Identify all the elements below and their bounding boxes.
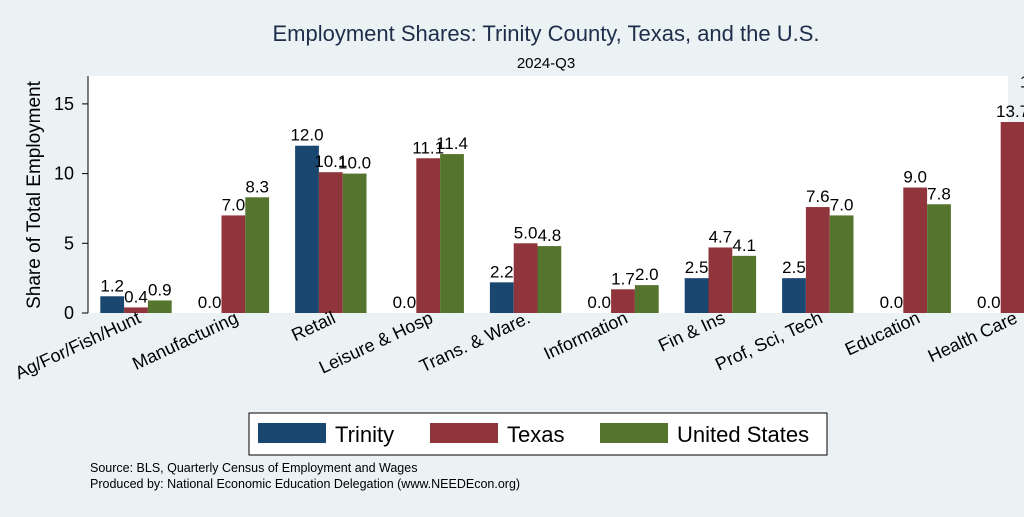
bar-value-label: 0.0 [393, 293, 417, 312]
bar-united-states-3 [440, 154, 464, 313]
chart-subtitle: 2024-Q3 [517, 55, 575, 72]
legend-box [248, 412, 828, 456]
legend-label: Trinity [335, 422, 394, 447]
bar-value-label: 8.3 [245, 177, 269, 196]
bar-value-label: 7.8 [927, 184, 951, 203]
bar-labels-group: 1.20.4 0.90.07.08.312.010.110.00.011.111.… [100, 73, 1024, 312]
bar-value-label: 15.8 [1020, 73, 1024, 92]
y-axis-label: Share of Total Employment [24, 80, 45, 308]
bar-value-label: 0.9 [148, 280, 172, 299]
bar-value-label: 0.0 [587, 293, 611, 312]
bars-group [100, 122, 1024, 313]
bar-value-label: 12.0 [290, 126, 323, 145]
bar-united-states-8 [927, 204, 951, 313]
bar-trinity-7 [782, 278, 806, 313]
bar-united-states-4 [537, 246, 562, 313]
bar-texas-2 [318, 172, 343, 313]
bar-value-label: 7.0 [222, 195, 246, 214]
bar-united-states-0 [147, 300, 172, 313]
bar-value-label: 1.2 [100, 276, 124, 295]
bar-value-label: 2.0 [635, 265, 659, 284]
bar-united-states-7 [829, 215, 854, 313]
bar-texas-4 [513, 243, 538, 313]
legend-swatch-trinity [258, 423, 326, 443]
bar-trinity-0 [100, 296, 125, 313]
bar-texas-5 [611, 289, 635, 313]
bar-value-label: 5.0 [514, 223, 538, 242]
bar-trinity-2 [295, 145, 319, 313]
bar-value-label: 7.6 [806, 187, 830, 206]
bar-value-label: 2.2 [490, 262, 514, 281]
bar-value-label: 2.5 [782, 258, 806, 277]
bar-value-label: 4.8 [538, 226, 562, 245]
legend-swatch-united-states [600, 423, 668, 443]
bar-value-label: 9.0 [903, 168, 927, 187]
bar-value-label: 0.0 [198, 293, 222, 312]
chart-title: Employment Shares: Trinity County, Texas… [273, 21, 820, 46]
bar-value-label: 4.1 [732, 236, 756, 255]
y-tick-label: 5 [64, 233, 74, 253]
bar-value-label: 11.4 [436, 134, 468, 153]
y-tick-label: 10 [54, 164, 74, 184]
bar-value-label: 0.4 [124, 287, 148, 306]
bar-value-label: 4.7 [709, 227, 733, 246]
bar-texas-7 [805, 207, 830, 313]
bar-texas-0 [124, 307, 148, 313]
bar-value-label: 7.0 [830, 195, 854, 214]
bar-texas-1 [221, 215, 246, 313]
bar-value-label: 0.0 [977, 293, 1001, 312]
bar-value-label: 10.0 [338, 154, 371, 173]
bar-value-label: 0.0 [880, 293, 904, 312]
source-note: Source: BLS, Quarterly Census of Employm… [90, 461, 417, 475]
y-axis: 0 5 10 15 [54, 76, 89, 323]
bar-value-label: 11.1 [412, 138, 444, 157]
bar-united-states-6 [732, 255, 757, 313]
legend: Trinity Texas United States [248, 412, 828, 456]
legend-label: United States [677, 422, 809, 447]
legend-swatch-texas [430, 423, 498, 443]
legend-label: Texas [507, 422, 564, 447]
bar-value-label: 1.7 [611, 269, 635, 288]
bar-united-states-2 [342, 173, 367, 313]
bar-trinity-6 [684, 278, 709, 313]
bar-texas-8 [903, 187, 928, 313]
bar-value-label: 2.5 [685, 258, 709, 277]
bar-united-states-5 [634, 285, 659, 313]
bar-united-states-1 [245, 197, 270, 313]
y-tick-label: 0 [64, 303, 74, 323]
y-tick-label: 15 [54, 94, 74, 114]
produced-by-note: Produced by: National Economic Education… [90, 477, 520, 491]
bar-texas-6 [708, 247, 733, 313]
bar-value-label: 10.1 [314, 152, 347, 171]
bar-texas-9 [1000, 122, 1024, 313]
bar-texas-3 [416, 158, 441, 313]
bar-trinity-4 [489, 282, 514, 313]
bar-value-label: 13.7 [996, 102, 1024, 121]
